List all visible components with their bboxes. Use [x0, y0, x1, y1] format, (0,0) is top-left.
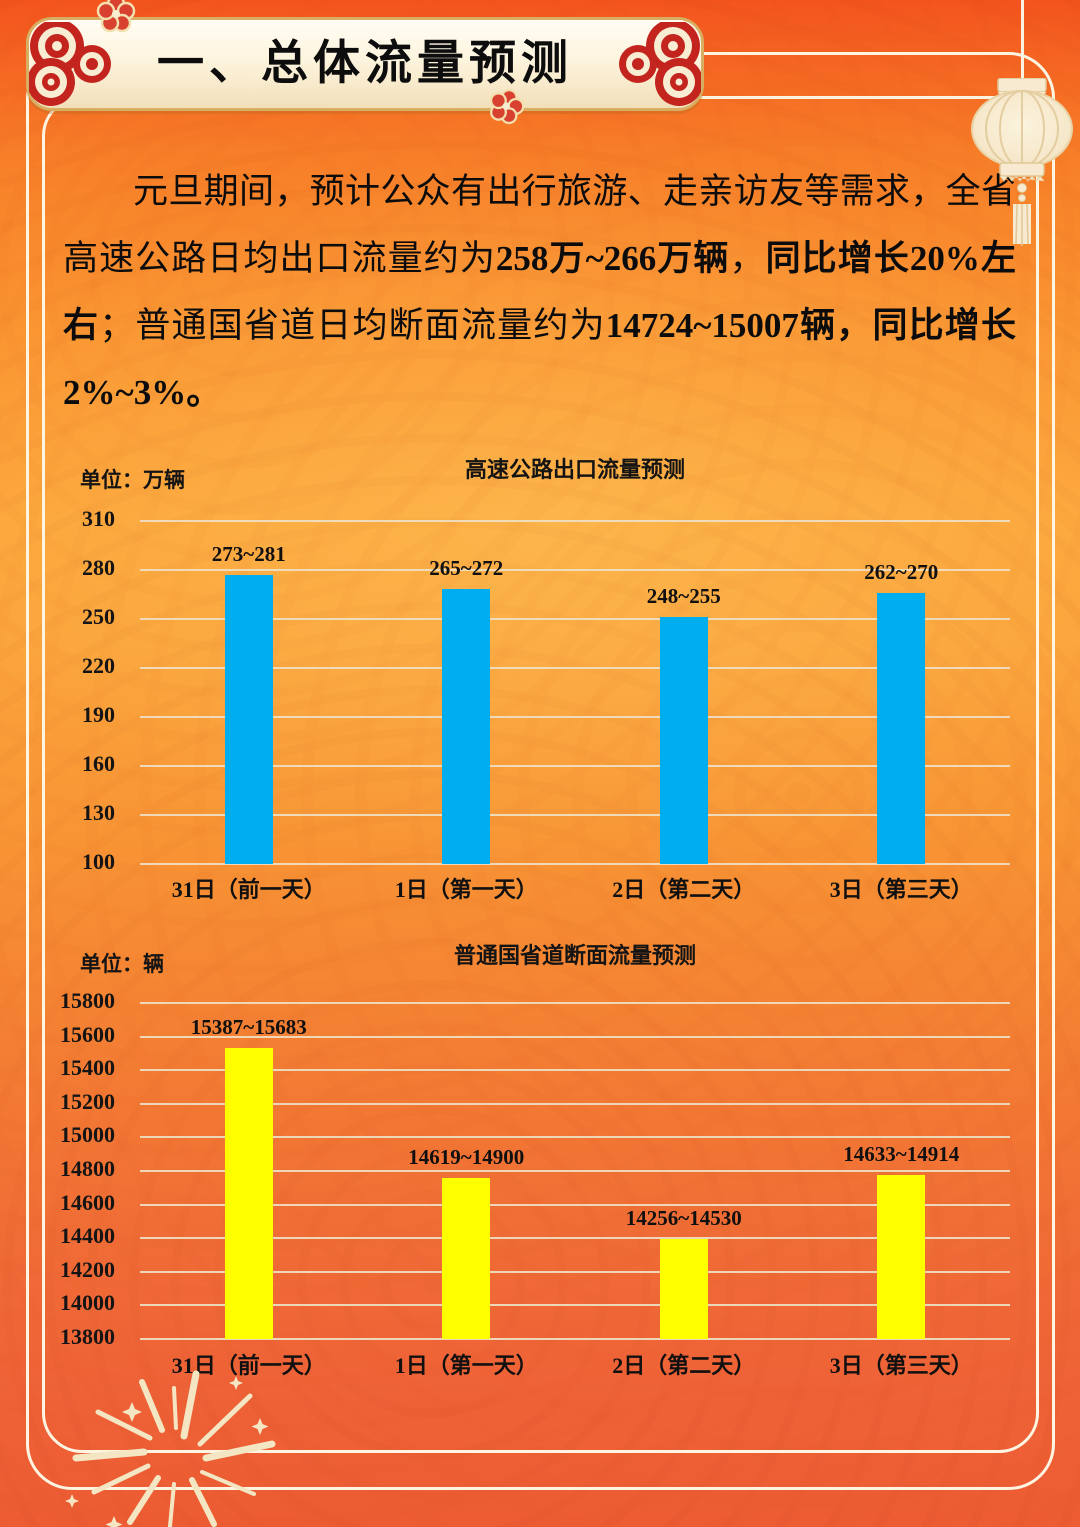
bar [877, 592, 926, 864]
y-axis-tick: 14400 [60, 1223, 115, 1249]
bar-value-label: 14256~14530 [625, 1206, 742, 1231]
y-axis-tick: 13800 [60, 1324, 115, 1349]
intro-text-run: 元旦期间，预计公众有出行旅游、走亲访友等需求，全省高速公路日均出口流量约为 [63, 172, 1016, 278]
gridline [140, 569, 1010, 571]
y-axis-tick: 15000 [60, 1122, 115, 1148]
y-axis-tick: 15800 [60, 988, 115, 1013]
cloud-swirl-icon [29, 22, 111, 106]
lantern-icon [971, 78, 1073, 246]
category-label: 1日（第一天） [394, 1353, 538, 1378]
gridline [140, 1237, 1010, 1240]
gridline [140, 1338, 1010, 1340]
category-label: 31日（前一天） [171, 877, 326, 902]
gridline [140, 1203, 1010, 1206]
intro-text-run: 258万~266万辆 [495, 239, 730, 278]
bar [877, 1175, 926, 1339]
chart1-unit-label: 单位：万辆 [80, 468, 185, 492]
cloud-swirl-icon [619, 22, 701, 106]
bar-value-label: 15387~15683 [190, 1014, 307, 1039]
y-axis-tick: 130 [82, 800, 115, 825]
plum-blossom-icon [96, 0, 136, 33]
y-axis-tick: 14200 [60, 1256, 115, 1282]
intro-text-run: ， [729, 239, 766, 278]
fireworks-icon [65, 1370, 276, 1527]
intro-text-run: ；普通国省道日均断面流量约为 [99, 306, 606, 345]
gridline [140, 1035, 1010, 1038]
gridline [140, 1136, 1010, 1139]
bar [224, 1047, 273, 1339]
y-axis-tick: 100 [82, 849, 115, 874]
bar-value-label: 265~272 [429, 555, 504, 580]
category-label: 3日（第三天） [829, 1353, 973, 1378]
bar [442, 1177, 491, 1339]
y-axis-tick: 250 [82, 604, 115, 629]
bar [442, 588, 491, 864]
chart2-title: 普通国省道断面流量预测 [453, 943, 696, 968]
title-banner: 一、总体流量预测 [26, 17, 704, 111]
gridline [140, 520, 1010, 522]
intro-paragraph: 元旦期间，预计公众有出行旅游、走亲访友等需求，全省高速公路日均出口流量约为258… [63, 158, 1016, 426]
gridline [140, 1170, 1010, 1172]
gridline [140, 1270, 1010, 1273]
y-axis-tick: 160 [82, 751, 115, 776]
bar [224, 574, 273, 864]
gridline [140, 716, 1010, 718]
y-axis-tick: 15200 [60, 1088, 115, 1114]
y-axis-tick: 15400 [60, 1055, 115, 1081]
chart1-title: 高速公路出口流量预测 [464, 457, 685, 482]
y-axis-tick: 310 [82, 506, 115, 531]
category-label: 3日（第三天） [829, 877, 973, 902]
category-label: 2日（第二天） [612, 877, 756, 902]
section-title: 一、总体流量预测 [157, 36, 573, 89]
category-label: 2日（第二天） [612, 1353, 756, 1378]
y-axis-tick: 14600 [60, 1189, 115, 1215]
gridline [140, 1304, 1010, 1307]
y-axis-tick: 190 [82, 702, 115, 727]
lantern-string [1021, 0, 1024, 96]
bar [659, 616, 708, 864]
gridline [140, 765, 1010, 767]
y-axis-tick: 280 [82, 555, 115, 580]
bar [659, 1239, 708, 1339]
gridline [140, 863, 1010, 865]
bar-value-label: 14633~14914 [843, 1142, 960, 1167]
y-axis-tick: 14000 [60, 1290, 115, 1316]
bar-value-label: 262~270 [864, 559, 939, 584]
plum-blossom-icon [489, 88, 525, 125]
bar-value-label: 14619~14900 [408, 1144, 525, 1169]
y-axis-tick: 220 [82, 653, 115, 678]
intro-text-run: 14724~15007辆，同比增长2%~3%。 [63, 306, 1016, 412]
gridline [140, 618, 1010, 620]
gridline [140, 667, 1010, 669]
y-axis-tick: 14800 [60, 1156, 115, 1181]
gridline [140, 1002, 1010, 1004]
category-label: 1日（第一天） [394, 877, 538, 902]
gridline [140, 1102, 1010, 1105]
chart2-unit-label: 单位：辆 [80, 952, 164, 976]
bar-value-label: 273~281 [211, 541, 286, 566]
gridline [140, 814, 1010, 816]
intro-text-run: 同比增长20%左右 [63, 239, 1016, 345]
y-axis-tick: 15600 [60, 1021, 115, 1047]
bar-value-label: 248~255 [646, 583, 721, 608]
gridline [140, 1069, 1010, 1072]
